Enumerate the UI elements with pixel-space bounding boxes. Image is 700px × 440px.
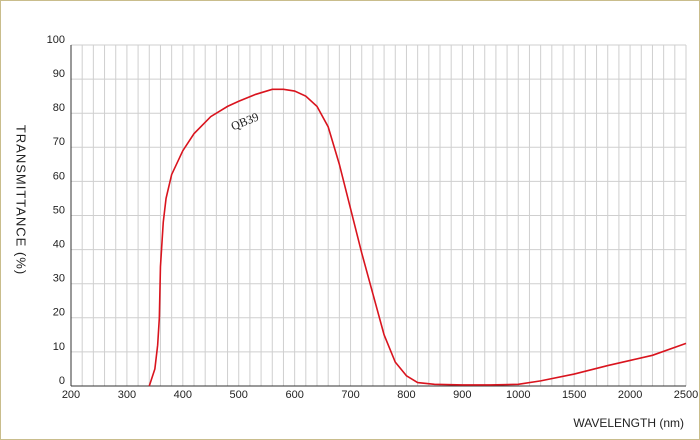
y-tick-label: 50 [53,204,65,216]
y-tick-label: 80 [53,102,65,114]
y-tick-label: 60 [53,170,65,182]
y-tick-label: 30 [53,273,65,285]
x-tick-label: 500 [230,389,248,401]
y-tick-label: 0 [59,375,65,387]
y-tick-label: 10 [53,341,65,353]
y-tick-label: 40 [53,239,65,251]
x-axis-title: WAVELENGTH (nm) [573,416,684,430]
y-tick-label: 90 [53,68,65,80]
x-tick-label: 1000 [506,389,530,401]
x-tick-label: 700 [341,389,359,401]
x-tick-label: 400 [174,389,192,401]
grid [70,44,687,387]
x-tick-label: 900 [453,389,471,401]
y-axis-title: TRANSMITTANCE (%) [14,125,29,275]
y-tick-label: 20 [53,307,65,319]
x-tick-label: 1500 [562,389,586,401]
x-tick-label: 2500 [674,389,698,401]
y-tick-label: 70 [53,136,65,148]
x-tick-label: 800 [397,389,415,401]
x-tick-label: 2000 [618,389,642,401]
y-tick-label: 100 [47,34,65,46]
x-tick-label: 200 [62,389,80,401]
line [148,88,687,387]
x-tick-label: 600 [285,389,303,401]
x-tick-label: 300 [118,389,136,401]
